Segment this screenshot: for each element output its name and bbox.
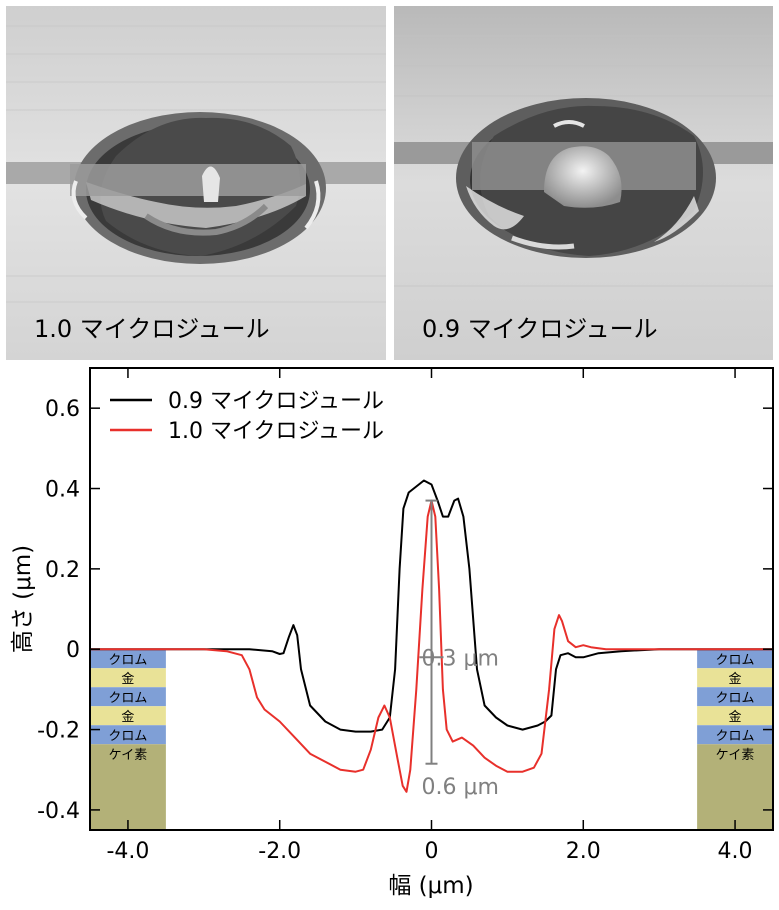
layer-right-5 <box>697 744 773 830</box>
x-tick-label-3: 2.0 <box>566 839 601 864</box>
y-axis-ticks: 0.6 0.4 0.2 0 -0.2 -0.4 <box>37 397 773 824</box>
y-axis-label: 高さ (μm) <box>10 545 36 653</box>
microscope-image-1.0: 1.0 マイクロジュール <box>6 6 386 360</box>
y-tick-label-5: -0.4 <box>37 799 80 824</box>
annotation-group: 0.3 μm 0.6 μm <box>419 499 499 800</box>
layer-label-right-4: クロム <box>716 729 755 744</box>
layer-left-4 <box>90 725 166 745</box>
layer-right-4 <box>697 725 773 745</box>
layer-label-left-1: 金 <box>121 671 134 687</box>
y-tick-label-0: 0.6 <box>45 397 80 422</box>
y-tick-label-3: 0 <box>66 638 80 663</box>
y-tick-label-2: 0.2 <box>45 558 80 583</box>
layer-label-left-0: クロム <box>108 653 147 668</box>
microscope-image-0.9: 0.9 マイクロジュール <box>394 6 773 360</box>
x-tick-label-0: -4.0 <box>106 839 149 864</box>
annotation-label-0: 0.3 μm <box>422 646 499 671</box>
x-tick-label-2: 0 <box>425 839 439 864</box>
layer-label-right-5: ケイ素 <box>716 748 755 763</box>
layer-label-right-3: 金 <box>729 709 742 725</box>
x-axis-ticks: -4.0 -2.0 0 2.0 4.0 <box>106 368 753 864</box>
layer-right-0 <box>697 649 773 669</box>
layer-left-3 <box>90 706 166 726</box>
layer-label-right-1: 金 <box>729 671 742 687</box>
layer-right-1 <box>697 668 773 688</box>
layer-left-1 <box>90 668 166 688</box>
legend-label-1: 1.0 マイクロジュール <box>168 419 384 444</box>
layer-label-left-3: 金 <box>121 709 134 725</box>
layer-label-left-5: ケイ素 <box>109 748 148 763</box>
layer-right-2 <box>697 687 773 707</box>
x-tick-label-1: -2.0 <box>258 839 301 864</box>
layer-left-5 <box>90 744 166 830</box>
layer-label-left-2: クロム <box>108 691 147 706</box>
crater-image-1.0 <box>6 6 386 360</box>
crater-image-0.9 <box>394 6 773 360</box>
legend-label-0: 0.9 マイクロジュール <box>168 389 384 414</box>
y-tick-label-1: 0.4 <box>45 478 80 503</box>
layer-left-2 <box>90 687 166 707</box>
image-label-1.0: 1.0 マイクロジュール <box>34 315 270 343</box>
annotation-label-1: 0.6 μm <box>422 775 499 800</box>
x-tick-label-4: 4.0 <box>718 839 753 864</box>
layer-label-right-0: クロム <box>716 653 755 668</box>
layer-label-left-4: クロム <box>108 729 147 744</box>
layer-left-0 <box>90 649 166 669</box>
x-axis-label: 幅 (μm) <box>388 873 473 899</box>
image-label-0.9: 0.9 マイクロジュール <box>422 315 658 343</box>
y-tick-label-4: -0.2 <box>37 719 80 744</box>
layer-label-right-2: クロム <box>716 691 755 706</box>
legend: 0.9 マイクロジュール 1.0 マイクロジュール <box>110 389 384 444</box>
layer-right-3 <box>697 706 773 726</box>
series-line-0 <box>90 479 773 733</box>
